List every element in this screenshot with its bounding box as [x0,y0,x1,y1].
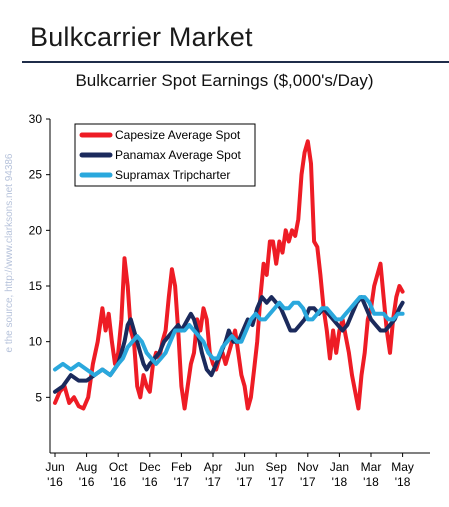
chart-legend: Capesize Average Spot Panamax Average Spo… [74,123,256,187]
x-tick-label-month: Dec [139,460,160,474]
x-tick-label-month: Oct [109,460,128,474]
x-tick-label-year: '17 [205,475,221,489]
x-tick-label-year: '17 [300,475,316,489]
x-tick-label-month: Nov [297,460,318,474]
x-tick-label-year: '17 [268,475,284,489]
x-tick-label-year: '17 [174,475,190,489]
x-tick-label-year: '18 [363,475,379,489]
x-tick-label-month: May [391,460,414,474]
chart-series [53,139,405,411]
x-tick-label-month: Jan [330,460,349,474]
x-tick-label-year: '17 [237,475,253,489]
chart-title: Bulkcarrier Spot Earnings ($,000's/Day) [75,71,374,90]
legend-label: Panamax Average Spot [115,148,242,162]
page-title: Bulkcarrier Market [30,22,253,52]
x-tick-label-month: Mar [361,460,382,474]
x-tick-label-month: Sep [266,460,288,474]
x-tick-label-year: '16 [110,475,126,489]
y-tick-label: 5 [35,390,42,404]
series-line-panamax-average-spot [53,295,405,394]
x-tick-label-year: '16 [142,475,158,489]
legend-label: Supramax Tripcharter [115,168,230,182]
legend-label: Capesize Average Spot [115,128,241,142]
title-rule [22,61,449,63]
y-tick-label: 10 [29,335,43,349]
axis-ticks: 51015202530Jun'16Aug'16Oct'16Dec'16Feb'1… [29,112,414,489]
y-tick-label: 15 [29,279,43,293]
x-tick-label-month: Jun [45,460,64,474]
x-tick-label-year: '18 [395,475,411,489]
x-tick-label-year: '16 [79,475,95,489]
series-line-supramax-tripcharter [53,295,405,378]
x-tick-label-month: Aug [76,460,97,474]
x-tick-label-month: Feb [171,460,192,474]
x-tick-label-year: '18 [332,475,348,489]
y-tick-label: 25 [29,168,43,182]
y-tick-label: 20 [29,223,43,237]
x-tick-label-month: Jun [235,460,254,474]
y-tick-label: 30 [29,112,43,126]
x-tick-label-year: '16 [47,475,63,489]
x-tick-label-month: Apr [204,460,223,474]
